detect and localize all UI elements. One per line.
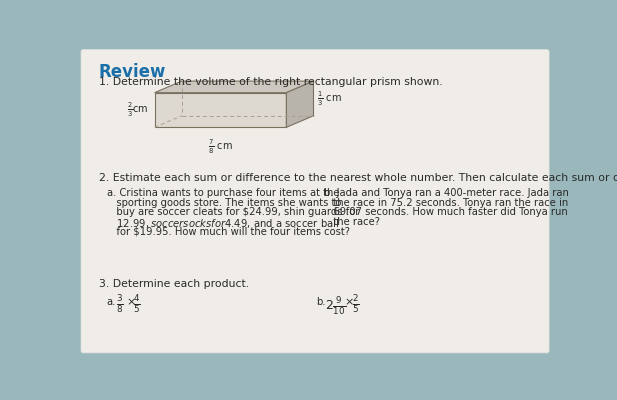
Text: b. Jada and Tonya ran a 400-meter race. Jada ran: b. Jada and Tonya ran a 400-meter race. … xyxy=(323,188,568,198)
Polygon shape xyxy=(155,81,313,93)
Text: a.: a. xyxy=(107,297,116,307)
Text: a. Cristina wants to purchase four items at the: a. Cristina wants to purchase four items… xyxy=(107,188,339,198)
Text: $\frac{2}{5}$: $\frac{2}{5}$ xyxy=(352,293,360,315)
Polygon shape xyxy=(286,81,313,127)
Text: $\times$: $\times$ xyxy=(126,297,136,307)
Text: the race in 75.2 seconds. Tonya ran the race in: the race in 75.2 seconds. Tonya ran the … xyxy=(323,198,568,208)
Polygon shape xyxy=(155,93,286,127)
FancyBboxPatch shape xyxy=(81,50,549,353)
Text: for $19.95. How much will the four items cost?: for $19.95. How much will the four items… xyxy=(107,227,350,237)
Text: $\frac{4}{5}$: $\frac{4}{5}$ xyxy=(133,293,141,315)
Text: $\frac{7}{8}$ cm: $\frac{7}{8}$ cm xyxy=(208,137,233,156)
Text: Review: Review xyxy=(99,63,166,81)
Text: $\times$: $\times$ xyxy=(344,297,354,307)
Text: 1. Determine the volume of the right rectangular prism shown.: 1. Determine the volume of the right rec… xyxy=(99,77,442,87)
Text: 69.07 seconds. How much faster did Tonya run: 69.07 seconds. How much faster did Tonya… xyxy=(323,207,567,217)
Text: sporting goods store. The items she wants to: sporting goods store. The items she want… xyxy=(107,198,341,208)
Text: buy are soccer cleats for $24.99, shin guards for: buy are soccer cleats for $24.99, shin g… xyxy=(107,207,359,217)
Text: $\frac{2}{3}$cm: $\frac{2}{3}$cm xyxy=(127,101,149,119)
Text: $2\frac{9}{10}$: $2\frac{9}{10}$ xyxy=(325,295,346,317)
Text: 2. Estimate each sum or difference to the nearest whole number. Then calculate e: 2. Estimate each sum or difference to th… xyxy=(99,173,617,183)
Text: $\frac{1}{3}$ cm: $\frac{1}{3}$ cm xyxy=(317,89,341,108)
Text: 3. Determine each product.: 3. Determine each product. xyxy=(99,279,249,289)
Text: $\frac{3}{8}$: $\frac{3}{8}$ xyxy=(116,293,123,315)
Text: b.: b. xyxy=(316,297,325,307)
Text: $12.99, soccer socks for $4.49, and a soccer ball: $12.99, soccer socks for $4.49, and a so… xyxy=(107,217,339,230)
Text: the race?: the race? xyxy=(323,217,379,227)
